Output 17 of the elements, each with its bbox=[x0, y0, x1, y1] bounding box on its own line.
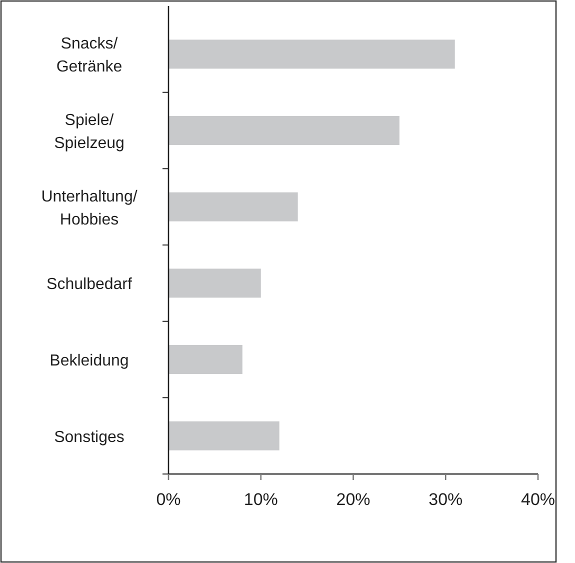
y-tick-label: Sonstiges bbox=[54, 428, 124, 446]
x-tick-label: 10% bbox=[244, 490, 278, 509]
y-tick-label: Spiele/ Spielzeug bbox=[54, 112, 124, 152]
x-tick-label: 30% bbox=[428, 490, 463, 509]
y-tick-label: Unterhaltung/ Hobbies bbox=[41, 188, 138, 228]
x-tick-label: 40% bbox=[520, 490, 556, 509]
x-tick-label: 20% bbox=[336, 490, 370, 509]
x-tick-label: 0% bbox=[156, 490, 181, 509]
bar bbox=[168, 268, 261, 298]
y-tick-label: Bekleidung bbox=[50, 352, 129, 370]
bar bbox=[168, 192, 298, 222]
y-tick-label: Schulbedarf bbox=[46, 276, 132, 294]
bar bbox=[168, 421, 280, 450]
bar bbox=[168, 344, 242, 374]
bar bbox=[168, 116, 400, 146]
bar bbox=[168, 40, 455, 69]
y-tick-label: Snacks/ Getränke bbox=[56, 36, 122, 76]
